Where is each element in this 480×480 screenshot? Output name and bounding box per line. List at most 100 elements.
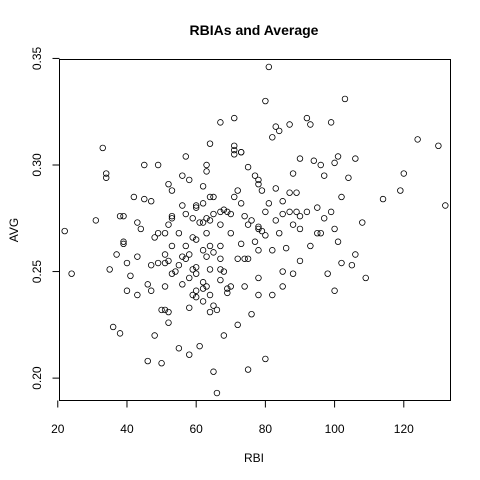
scatter-point (338, 193, 345, 201)
scatter-point (210, 210, 217, 218)
scatter-point (303, 114, 311, 122)
scatter-point (161, 229, 169, 237)
scatter-point (127, 272, 134, 280)
scatter-point (307, 121, 314, 128)
scatter-point (123, 287, 131, 294)
scatter-point (317, 161, 324, 169)
scatter-point (272, 123, 279, 130)
scatter-point (331, 225, 338, 233)
scatter-point (231, 146, 238, 154)
y-axis-label: AVG (7, 218, 21, 242)
scatter-point (144, 281, 151, 288)
scatter-point (199, 183, 207, 190)
scatter-point (130, 193, 138, 201)
scatter-point (182, 153, 189, 160)
scatter-point (265, 63, 273, 71)
scatter-point (206, 193, 214, 201)
scatter-point (293, 189, 300, 196)
scatter-point (179, 172, 186, 179)
scatter-point (210, 249, 217, 256)
scatter-point (134, 291, 141, 299)
scatter-point (352, 155, 359, 162)
scatter-point (293, 208, 300, 216)
scatter-point (255, 291, 262, 299)
scatter-point (231, 142, 238, 150)
scatter-point (331, 287, 338, 294)
scatter-point (92, 217, 100, 224)
scatter-point (262, 232, 269, 239)
scatter-point (203, 229, 210, 237)
scatter-point (210, 193, 217, 201)
scatter-point (210, 368, 217, 375)
scatter-point (175, 261, 183, 269)
scatter-point (182, 242, 189, 250)
scatter-point (244, 221, 252, 228)
scatter-point (272, 217, 279, 224)
y-axis: 0.20 0.25 0.30 0.35 (30, 46, 60, 390)
scatter-point (168, 212, 176, 220)
scatter-point (241, 283, 248, 290)
scatter-point (134, 253, 141, 260)
scatter-point (262, 355, 269, 363)
scatter-point (113, 251, 120, 258)
scatter-point (217, 221, 224, 228)
scatter-point (217, 266, 224, 273)
scatter-point (158, 306, 165, 314)
scatter-point (186, 176, 193, 184)
scatter-point (244, 255, 252, 262)
scatter-point (359, 219, 366, 226)
scatter-point (189, 215, 196, 222)
scatter-point (296, 225, 304, 233)
scatter-point (296, 257, 304, 265)
scatter-point (255, 180, 262, 188)
scatter-point (289, 170, 297, 177)
scatter-point (199, 285, 207, 292)
scatter-point (217, 242, 224, 250)
scatter-point (442, 202, 449, 209)
scatter-point (279, 283, 286, 290)
scatter-point (255, 247, 262, 254)
scatter-point (134, 219, 141, 226)
scatter-point (227, 229, 234, 237)
scatter-point (192, 202, 200, 209)
scatter-point (341, 95, 349, 103)
scatter-point (103, 174, 110, 181)
scatter-point (192, 293, 200, 301)
scatter-point (210, 302, 217, 309)
scatter-point (276, 229, 283, 237)
scatter-point (182, 255, 189, 262)
scatter-point (123, 259, 131, 267)
x-axis-label: RBI (244, 451, 264, 465)
scatter-point (234, 321, 241, 329)
scatter-point (244, 163, 252, 171)
y-tick-label: 0.35 (30, 46, 44, 70)
scatter-point (206, 140, 214, 147)
scatter-point (331, 159, 338, 167)
scatter-point (231, 114, 238, 122)
chart-title: RBIAs and Average (190, 22, 319, 38)
y-tick-label: 0.20 (30, 366, 44, 390)
scatter-point (196, 342, 203, 350)
scatter-point (324, 270, 331, 277)
scatter-point (206, 242, 214, 250)
scatter-point (199, 298, 207, 305)
scatter-point (310, 157, 318, 164)
scatter-point (179, 281, 186, 288)
scatter-point (279, 198, 286, 205)
scatter-point (203, 168, 210, 175)
scatter-point (231, 151, 238, 158)
scatter-point (99, 144, 106, 152)
scatter-point (251, 172, 259, 179)
scatter-point (362, 274, 369, 282)
y-tick-label: 0.30 (30, 153, 44, 177)
plot-frame (59, 59, 451, 401)
scatter-point (179, 253, 186, 260)
scatter-point (217, 255, 224, 262)
scatter-point (255, 176, 262, 184)
scatter-point (317, 229, 324, 237)
scatter-point (116, 330, 124, 337)
scatter-point (213, 306, 221, 314)
scatter-point (109, 323, 117, 331)
scatter-point (296, 212, 304, 220)
scatter-point (217, 208, 224, 216)
